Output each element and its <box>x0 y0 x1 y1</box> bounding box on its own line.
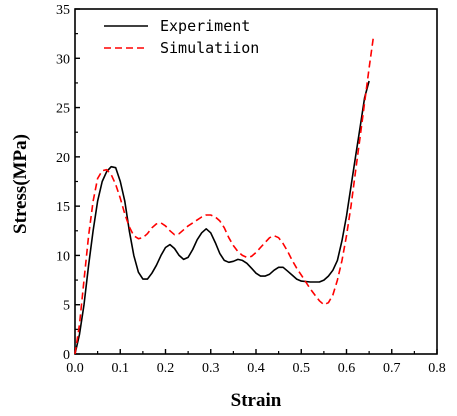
plot-frame <box>74 8 438 355</box>
x-tick-label: 0.1 <box>112 361 130 376</box>
series-layer <box>74 35 375 355</box>
series-line-2 <box>74 35 375 355</box>
y-tick-label: 25 <box>56 102 70 117</box>
y-tick-label: 20 <box>56 151 70 166</box>
y-tick-label: 0 <box>63 348 70 363</box>
x-tick-label: 0.2 <box>157 361 175 376</box>
x-tick-label: 0.4 <box>247 361 265 376</box>
x-axis: 0.0 0.1 0.2 0.3 0.4 0.5 0.6 0.7 0.8 <box>66 349 446 376</box>
y-tick-label: 15 <box>56 200 70 215</box>
x-tick-label: 0.0 <box>66 361 84 376</box>
legend-label: Experiment <box>160 17 250 35</box>
plot-border <box>74 8 438 355</box>
x-tick-label: 0.3 <box>202 361 220 376</box>
legend-label: Simulatiion <box>160 39 259 57</box>
x-tick-label: 0.7 <box>383 361 401 376</box>
y-axis: 0 5 10 15 20 25 30 35 <box>56 3 80 363</box>
x-tick-label: 0.5 <box>293 361 311 376</box>
x-tick-label: 0.6 <box>338 361 356 376</box>
x-axis-title: Strain <box>231 390 282 411</box>
y-tick-label: 35 <box>56 3 70 18</box>
legend: Experiment Simulatiion <box>104 17 259 57</box>
y-tick-label: 5 <box>63 299 70 314</box>
y-axis-title: Stress(MPa) <box>10 134 31 234</box>
x-tick-label: 0.8 <box>428 361 446 376</box>
y-tick-label: 10 <box>56 249 70 264</box>
series-line-1 <box>74 80 370 355</box>
y-tick-label: 30 <box>56 52 70 67</box>
